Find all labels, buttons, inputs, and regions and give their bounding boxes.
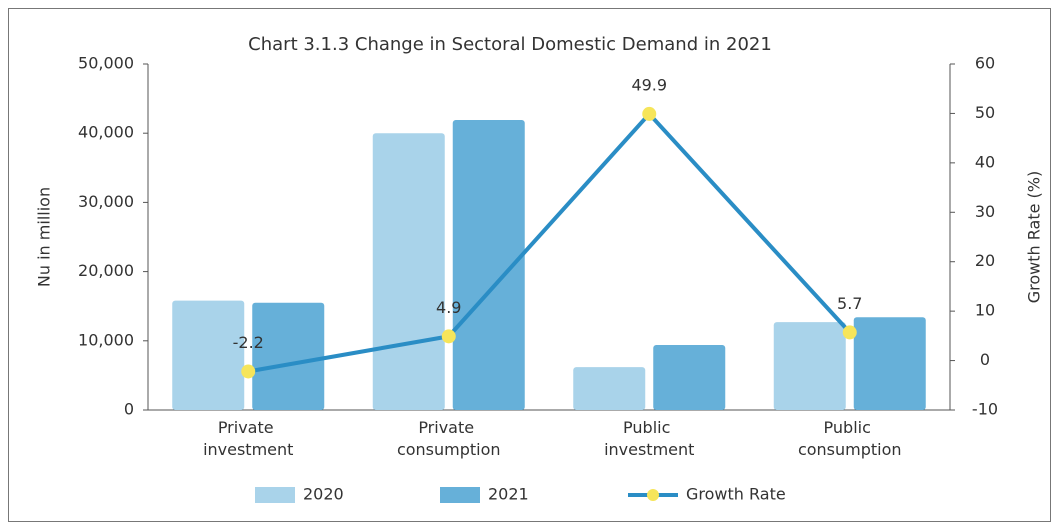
bar [252, 302, 325, 410]
bar [452, 120, 525, 410]
x-tick-label: Private investment [203, 418, 293, 459]
marker [842, 325, 857, 340]
legend-label: Growth Rate [686, 485, 786, 504]
bar [573, 367, 646, 410]
chart-title: Chart 3.1.3 Change in Sectoral Domestic … [248, 34, 772, 55]
y-tick-label: 0 [124, 400, 134, 419]
y2-tick-label: 40 [975, 152, 995, 171]
x-tick-label: Public investment [604, 418, 694, 459]
marker [241, 364, 256, 379]
y2-tick-label: 50 [975, 103, 995, 122]
marker [642, 106, 657, 121]
y-tick-label: 10,000 [78, 330, 134, 349]
y-tick-label: 30,000 [78, 192, 134, 211]
y2-tick-label: 0 [980, 350, 990, 369]
y2-tick-label: 10 [975, 301, 995, 320]
y2-tick-label: -10 [972, 400, 998, 419]
bar [653, 344, 726, 410]
data-label: 49.9 [631, 75, 667, 94]
y-tick-label: 20,000 [78, 261, 134, 280]
bar [372, 133, 445, 410]
bar [853, 317, 926, 410]
legend-swatch [255, 487, 295, 503]
bar [172, 300, 245, 410]
y2-tick-label: 30 [975, 202, 995, 221]
y2-axis-label: Growth Rate (%) [1025, 171, 1044, 303]
legend-label: 2021 [488, 485, 529, 504]
x-tick-label: Public consumption [798, 418, 902, 459]
y2-tick-label: 60 [975, 54, 995, 73]
data-label: -2.2 [233, 333, 264, 352]
legend-swatch [440, 487, 480, 503]
frame [8, 8, 1051, 522]
y-tick-label: 50,000 [78, 54, 134, 73]
x-tick-label: Private consumption [397, 418, 501, 459]
legend-label: 2020 [303, 485, 344, 504]
bar [773, 322, 846, 410]
y-axis-label: Nu in million [35, 187, 54, 287]
data-label: 5.7 [837, 294, 862, 313]
line [247, 110, 852, 374]
y2-tick-label: 20 [975, 251, 995, 270]
marker [441, 329, 456, 344]
data-label: 4.9 [436, 298, 461, 317]
legend-marker [647, 489, 659, 501]
y-tick-label: 40,000 [78, 123, 134, 142]
